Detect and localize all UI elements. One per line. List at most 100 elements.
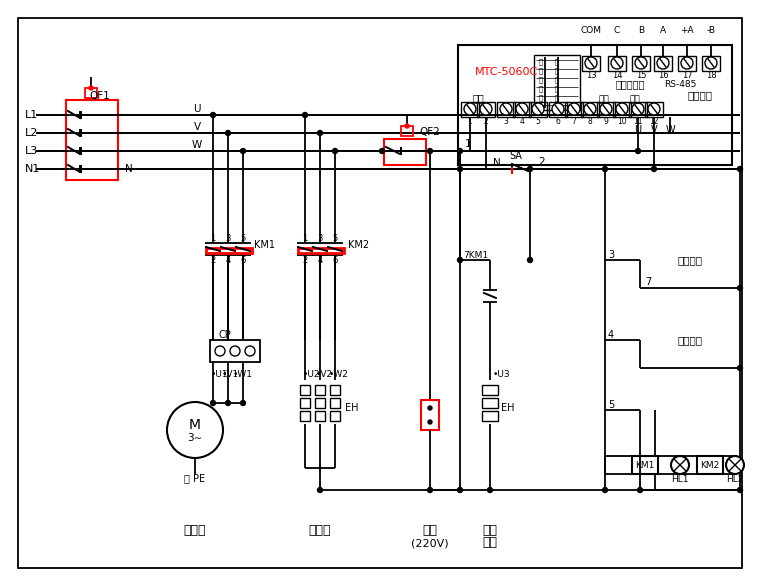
- Text: 9: 9: [603, 116, 609, 126]
- Bar: [654, 56, 672, 71]
- Text: 线: 线: [539, 77, 543, 83]
- Circle shape: [568, 103, 580, 115]
- Circle shape: [226, 400, 230, 406]
- Text: 17: 17: [682, 70, 692, 79]
- Circle shape: [681, 57, 693, 69]
- Bar: [645, 102, 663, 117]
- Bar: [629, 102, 647, 117]
- Bar: [482, 411, 498, 421]
- Text: A: A: [660, 25, 666, 35]
- Text: 7: 7: [572, 116, 576, 126]
- Bar: [300, 411, 310, 421]
- Text: W: W: [192, 140, 202, 150]
- Bar: [632, 56, 650, 71]
- Text: 2: 2: [302, 255, 308, 265]
- Bar: [549, 102, 567, 117]
- Text: 2: 2: [538, 157, 545, 167]
- Text: 3: 3: [225, 234, 231, 242]
- Circle shape: [737, 366, 743, 370]
- Text: 5: 5: [240, 234, 245, 242]
- Circle shape: [427, 149, 432, 153]
- Text: 进: 进: [539, 59, 543, 65]
- Circle shape: [405, 124, 409, 128]
- Text: RS-485: RS-485: [663, 79, 696, 89]
- Text: 7KM1: 7KM1: [463, 251, 488, 259]
- Bar: [581, 102, 599, 117]
- Circle shape: [516, 103, 528, 115]
- Circle shape: [552, 103, 564, 115]
- Circle shape: [657, 57, 669, 69]
- Circle shape: [527, 258, 533, 262]
- Circle shape: [726, 456, 744, 474]
- Text: 13: 13: [586, 70, 597, 79]
- Bar: [613, 102, 631, 117]
- Text: KM1: KM1: [254, 240, 275, 250]
- Text: U: U: [193, 104, 201, 114]
- Text: 14: 14: [612, 70, 622, 79]
- Circle shape: [635, 57, 647, 69]
- Circle shape: [302, 113, 308, 117]
- Text: 18: 18: [706, 70, 717, 79]
- Text: N: N: [125, 164, 133, 174]
- Circle shape: [379, 149, 385, 153]
- Bar: [315, 411, 325, 421]
- Circle shape: [226, 130, 230, 136]
- Bar: [421, 400, 439, 430]
- Text: KM2: KM2: [348, 240, 369, 250]
- Text: 霜: 霜: [555, 68, 559, 75]
- Bar: [497, 102, 515, 117]
- Circle shape: [638, 487, 642, 492]
- Text: 化: 化: [555, 59, 559, 65]
- Circle shape: [464, 103, 476, 115]
- Text: 4: 4: [608, 330, 614, 340]
- Circle shape: [737, 487, 743, 492]
- Bar: [702, 56, 720, 71]
- Circle shape: [737, 167, 743, 171]
- Text: 路: 路: [539, 86, 543, 92]
- Text: •V2: •V2: [316, 369, 333, 379]
- Text: 电流互感器: 电流互感器: [616, 79, 644, 89]
- Text: 5: 5: [536, 116, 540, 126]
- Bar: [298, 248, 344, 253]
- Bar: [458, 45, 732, 165]
- Text: 1: 1: [302, 234, 308, 242]
- Bar: [66, 100, 118, 180]
- Circle shape: [428, 406, 432, 410]
- Circle shape: [584, 103, 596, 115]
- Text: CP: CP: [219, 330, 231, 340]
- Text: 5: 5: [332, 234, 337, 242]
- Text: 压缩机: 压缩机: [184, 524, 206, 537]
- Circle shape: [648, 103, 660, 115]
- Text: B: B: [638, 25, 644, 35]
- Circle shape: [480, 103, 492, 115]
- Text: 11: 11: [633, 116, 643, 126]
- Text: 4: 4: [520, 116, 524, 126]
- Text: 感: 感: [555, 86, 559, 92]
- Bar: [534, 55, 580, 110]
- Text: •U2: •U2: [303, 369, 321, 379]
- Bar: [401, 126, 413, 136]
- Circle shape: [318, 130, 322, 136]
- Text: L2: L2: [25, 128, 38, 138]
- Text: 7: 7: [645, 277, 651, 287]
- Bar: [330, 398, 340, 408]
- Circle shape: [458, 149, 463, 153]
- Bar: [597, 102, 615, 117]
- Circle shape: [458, 258, 463, 262]
- Circle shape: [428, 420, 432, 424]
- Circle shape: [211, 113, 216, 117]
- Text: 15: 15: [636, 70, 646, 79]
- Text: 化霜器: 化霜器: [309, 524, 331, 537]
- Bar: [206, 248, 252, 253]
- Bar: [330, 385, 340, 395]
- Text: 电源: 电源: [472, 93, 484, 103]
- Circle shape: [585, 57, 597, 69]
- Circle shape: [603, 487, 607, 492]
- Circle shape: [427, 487, 432, 492]
- Text: L3: L3: [25, 146, 38, 156]
- Text: 6: 6: [556, 116, 560, 126]
- Bar: [210, 340, 260, 362]
- Circle shape: [616, 103, 628, 115]
- Bar: [85, 88, 97, 98]
- Text: 6: 6: [240, 255, 245, 265]
